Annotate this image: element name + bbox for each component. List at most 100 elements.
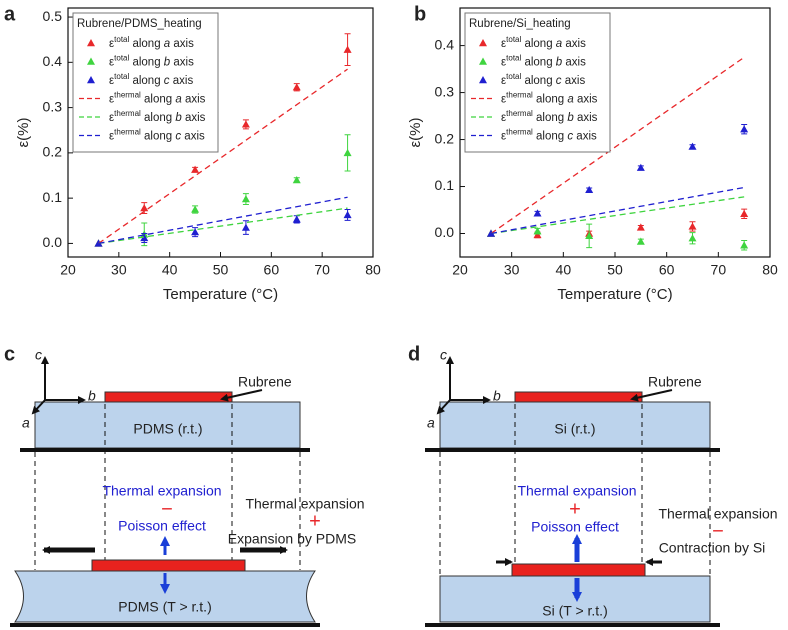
effect-text: Thermal expansion: [658, 506, 777, 522]
marker: [241, 120, 250, 128]
substrate-label: PDMS (r.t.): [133, 421, 202, 437]
film-label: Rubrene: [648, 374, 702, 390]
marker: [740, 209, 749, 217]
marker: [636, 237, 645, 245]
pointer: [630, 389, 673, 402]
panel-label: a: [4, 3, 16, 25]
marker: [636, 163, 645, 171]
effect-text: Thermal expansion: [245, 496, 364, 512]
film: [511, 563, 646, 577]
y-tick-label: 0.0: [435, 224, 455, 240]
x-tick-label: 20: [60, 262, 76, 278]
effect-sign: −: [161, 498, 173, 520]
effect-sign: +: [569, 498, 581, 520]
pointer: [220, 389, 263, 402]
y-axis-label: ε(%): [15, 117, 32, 147]
y-tick-label: 0.2: [435, 130, 455, 146]
substrate-label: Si (T > r.t.): [542, 603, 607, 619]
marker: [343, 148, 352, 157]
marker: [585, 185, 594, 194]
x-tick-label: 80: [365, 262, 381, 278]
effect-text: Expansion by PDMS: [228, 531, 356, 547]
marker: [740, 241, 749, 249]
legend-title: Rubrene/Si_heating: [469, 18, 571, 30]
marker: [533, 209, 542, 217]
substrate-label: Si (r.t.): [554, 421, 595, 437]
x-tick-label: 80: [762, 262, 778, 278]
effect-sign: −: [712, 520, 724, 542]
legend-swatch: [479, 39, 487, 47]
legend-entry: εthermal along c axis: [109, 127, 205, 142]
panel-label: c: [4, 343, 15, 365]
legend-entry: εtotal along c axis: [501, 72, 585, 87]
legend-entry: εtotal along b axis: [109, 53, 194, 68]
diagram-c: c c b a Rubrene PDMS (r.t.) Thermal expa…: [4, 343, 365, 627]
effect-text: Poisson effect: [531, 519, 619, 535]
chart: b 20 30 40 50 60 70 80 0.0 0.1 0.2 0.3 0.4 Temperatur…: [407, 3, 778, 303]
effect-text: Thermal expansion: [517, 483, 636, 499]
marker: [688, 142, 697, 150]
x-axis-label: Temperature (°C): [163, 286, 278, 303]
legend-title: Rubrene/PDMS_heating: [77, 18, 202, 30]
legend-entry: εtotal along a axis: [109, 35, 194, 50]
fit-line: [490, 186, 745, 235]
legend-entry: εtotal along b axis: [501, 53, 586, 68]
legend-swatch: [87, 57, 95, 65]
legend-swatch: [87, 39, 95, 47]
x-tick-label: 50: [213, 262, 229, 278]
x-tick-label: 20: [452, 262, 468, 278]
marker: [191, 165, 200, 173]
legend-entry: εthermal along b axis: [501, 109, 598, 124]
effect-sign: +: [309, 510, 321, 532]
y-tick-label: 0.3: [435, 83, 455, 99]
guides: [34, 404, 301, 570]
axis-label: a: [22, 415, 30, 431]
marker: [343, 45, 352, 53]
y-tick-label: 0.5: [43, 8, 63, 24]
diagram-d: d c b a Rubrene Si (r.t.) Thermal expans…: [408, 343, 778, 627]
fit-line: [490, 56, 745, 235]
marker: [585, 231, 594, 240]
panel-label: b: [414, 3, 426, 25]
y-tick-label: 0.0: [43, 234, 63, 250]
marker: [636, 223, 645, 231]
film: [104, 391, 233, 403]
x-tick-label: 40: [556, 262, 572, 278]
x-tick-label: 60: [659, 262, 675, 278]
legend-entry: εtotal along a axis: [501, 35, 586, 50]
y-tick-label: 0.2: [43, 144, 63, 160]
marker: [241, 223, 250, 231]
film: [91, 559, 246, 572]
legend-box: [464, 12, 611, 153]
guides: [439, 404, 711, 576]
substrate: [14, 570, 316, 623]
legend-swatch: [87, 76, 95, 84]
y-tick-label: 0.4: [43, 53, 63, 69]
axis-label: c: [440, 347, 447, 363]
y-axis-label: ε(%): [407, 117, 424, 147]
x-tick-label: 60: [264, 262, 280, 278]
legend-swatch: [479, 76, 487, 84]
marker: [688, 234, 697, 242]
legend-entry: εthermal along c axis: [501, 127, 597, 142]
marker: [292, 176, 301, 184]
axis-label: c: [35, 347, 42, 363]
fit-line: [98, 196, 348, 245]
legend-box: [72, 12, 219, 153]
marker: [688, 222, 697, 230]
legend-entry: εthermal along b axis: [109, 109, 206, 124]
marker: [140, 233, 149, 242]
marker: [292, 83, 301, 91]
legend-swatch: [479, 57, 487, 65]
x-tick-label: 30: [111, 262, 127, 278]
fit-line: [98, 207, 348, 245]
y-tick-label: 0.1: [435, 177, 455, 193]
marker: [740, 125, 749, 133]
substrate: [34, 401, 301, 449]
axis-arrow: [436, 399, 451, 415]
panel-label: d: [408, 343, 420, 365]
substrate: [439, 401, 711, 449]
effect-text: Contraction by Si: [659, 540, 766, 556]
axis-label: a: [427, 415, 435, 431]
